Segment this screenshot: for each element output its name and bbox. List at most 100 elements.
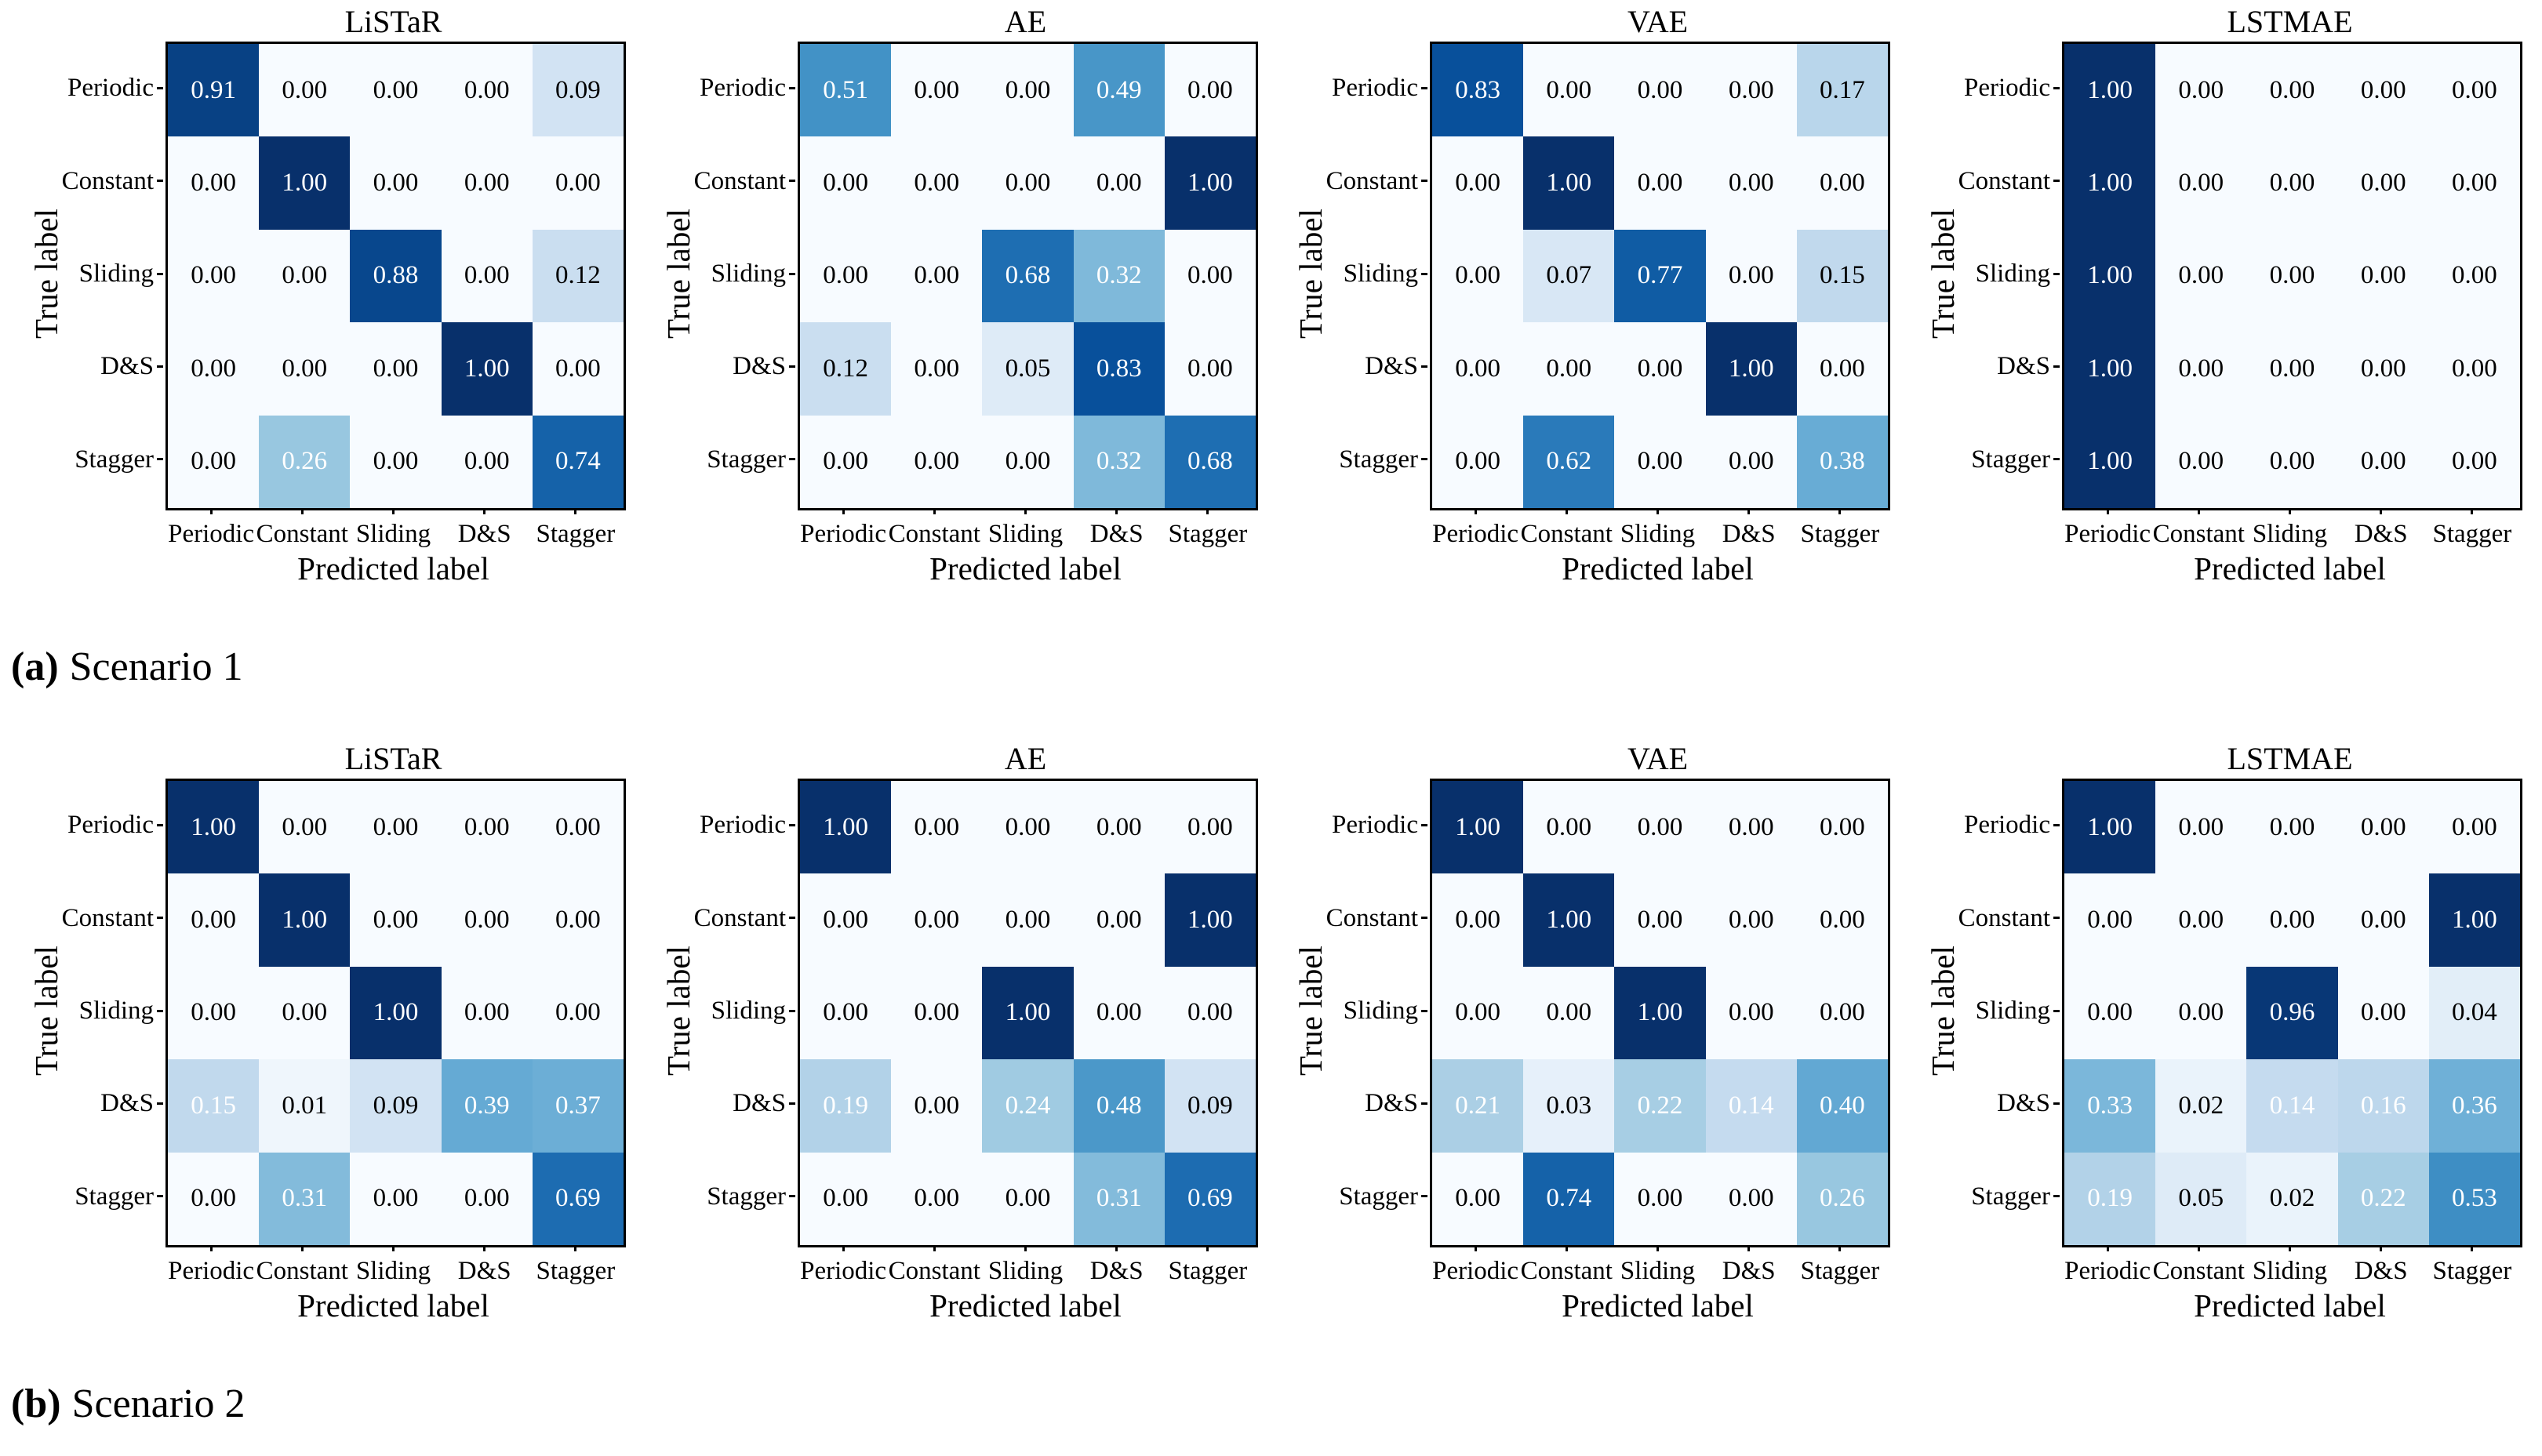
x-tick-label-sliding: Sliding xyxy=(2252,520,2328,548)
matrix-cell-lstmae-s2-r3c2: 0.14 xyxy=(2246,1059,2338,1153)
matrix-cell-ae-s2-r1c2: 0.00 xyxy=(982,873,1074,967)
x-tick-label-dands: D&S xyxy=(1089,520,1144,548)
x-axis-label-ae-s2: Predicted label xyxy=(929,1287,1122,1323)
matrix-cell-lstmae-s2-r4c2: 0.02 xyxy=(2246,1152,2338,1245)
matrix-cell-lstmae-s1-r3c1: 0.00 xyxy=(2155,322,2247,416)
x-tick-mark xyxy=(2471,1245,2474,1251)
matrix-cell-listar-s1-r4c2: 0.00 xyxy=(350,415,442,508)
matrix-cell-listar-s1-r0c4: 0.09 xyxy=(532,44,624,137)
matrix-cell-ae-s1-r0c4: 0.00 xyxy=(1164,44,1256,137)
x-tick-mark xyxy=(209,508,213,514)
y-tick-label-sliding: Sliding xyxy=(78,260,154,288)
matrix-cell-vae-s2-r4c0: 0.00 xyxy=(1432,1152,1524,1245)
y-tick-mark xyxy=(157,1195,163,1198)
y-tick-label-sliding: Sliding xyxy=(1343,260,1418,288)
y-tick-label-stagger: Stagger xyxy=(75,445,154,474)
matrix-cell-vae-s1-r3c2: 0.00 xyxy=(1614,322,1706,416)
matrix-cell-ae-s1-r4c0: 0.00 xyxy=(800,415,892,508)
x-tick-mark xyxy=(1115,508,1118,514)
y-tick-label-sliding: Sliding xyxy=(1343,997,1418,1025)
matrix-cell-ae-s2-r4c0: 0.00 xyxy=(800,1152,892,1245)
matrix-cell-vae-s1-r1c0: 0.00 xyxy=(1432,136,1524,230)
matrix-cell-listar-s1-r4c1: 0.26 xyxy=(259,415,351,508)
matrix-cell-listar-s2-r1c0: 0.00 xyxy=(168,873,260,967)
matrix-cell-ae-s1-r2c0: 0.00 xyxy=(800,229,892,323)
matrix-cell-listar-s1-r0c3: 0.00 xyxy=(441,44,533,137)
matrix-cell-listar-s2-r0c4: 0.00 xyxy=(532,781,624,874)
matrix-cell-lstmae-s1-r2c3: 0.00 xyxy=(2337,229,2429,323)
x-tick-label-stagger: Stagger xyxy=(1168,520,1248,548)
matrix-cell-listar-s2-r0c1: 0.00 xyxy=(259,781,351,874)
x-axis-label-ae-s1: Predicted label xyxy=(929,550,1122,586)
caption-scenario-1: (a) Scenario 1 xyxy=(11,643,243,692)
x-tick-mark xyxy=(300,508,304,514)
x-tick-label-sliding: Sliding xyxy=(1620,1257,1696,1285)
matrix-cell-listar-s1-r3c3: 1.00 xyxy=(441,322,533,416)
matrix-cell-listar-s1-r3c1: 0.00 xyxy=(259,322,351,416)
matrix-cell-ae-s1-r4c3: 0.32 xyxy=(1073,415,1165,508)
matrix-cell-ae-s2-r1c1: 0.00 xyxy=(891,873,983,967)
y-tick-mark xyxy=(157,917,163,920)
x-tick-mark xyxy=(842,1245,845,1251)
matrix-cell-listar-s2-r4c1: 0.31 xyxy=(259,1152,351,1245)
matrix-cell-ae-s2-r2c0: 0.00 xyxy=(800,966,892,1060)
x-tick-label-constant: Constant xyxy=(1520,520,1613,548)
y-tick-label-periodic: Periodic xyxy=(1964,74,2050,103)
matrix-cell-listar-s1-r0c1: 0.00 xyxy=(259,44,351,137)
matrix-cell-lstmae-s2-r2c1: 0.00 xyxy=(2155,966,2247,1060)
matrix-cell-vae-s1-r3c1: 0.00 xyxy=(1523,322,1615,416)
x-tick-label-dands: D&S xyxy=(1722,520,1776,548)
matrix-cell-ae-s1-r1c1: 0.00 xyxy=(891,136,983,230)
matrix-cell-vae-s2-r2c4: 0.00 xyxy=(1796,966,1888,1060)
y-tick-label-dands: D&S xyxy=(733,1089,786,1118)
caption-b-text: Scenario 2 xyxy=(71,1382,245,1426)
x-tick-mark xyxy=(1656,1245,1659,1251)
panel-title-listar-s2: LiSTaR xyxy=(344,741,442,776)
x-tick-label-dands: D&S xyxy=(2354,520,2408,548)
matrix-cell-listar-s1-r2c3: 0.00 xyxy=(441,229,533,323)
x-tick-label-dands: D&S xyxy=(457,1257,511,1285)
matrix-cell-vae-s2-r0c2: 0.00 xyxy=(1614,781,1706,874)
y-tick-label-periodic: Periodic xyxy=(1964,811,2050,840)
matrix-cell-lstmae-s2-r2c4: 0.04 xyxy=(2428,966,2520,1060)
y-tick-label-dands: D&S xyxy=(1365,1089,1418,1118)
matrix-cell-lstmae-s1-r3c4: 0.00 xyxy=(2428,322,2520,416)
y-tick-label-sliding: Sliding xyxy=(1975,260,2050,288)
matrix-cell-ae-s1-r3c4: 0.00 xyxy=(1164,322,1256,416)
y-tick-label-constant: Constant xyxy=(61,166,154,195)
y-tick-mark xyxy=(157,365,163,368)
x-tick-label-sliding: Sliding xyxy=(355,1257,431,1285)
matrix-cell-ae-s2-r3c2: 0.24 xyxy=(982,1059,1074,1153)
x-tick-mark xyxy=(574,508,577,514)
y-tick-mark xyxy=(157,272,163,275)
y-tick-mark xyxy=(789,917,795,920)
matrix-cell-lstmae-s1-r1c1: 0.00 xyxy=(2155,136,2247,230)
matrix-cell-listar-s1-r4c3: 0.00 xyxy=(441,415,533,508)
matrix-cell-ae-s2-r3c3: 0.48 xyxy=(1073,1059,1165,1153)
matrix-cell-vae-s1-r2c4: 0.15 xyxy=(1796,229,1888,323)
matrix-cell-listar-s1-r4c0: 0.00 xyxy=(168,415,260,508)
matrix-cell-listar-s2-r2c4: 0.00 xyxy=(532,966,624,1060)
x-tick-mark xyxy=(1565,508,1568,514)
matrix-cell-listar-s2-r3c2: 0.09 xyxy=(350,1059,442,1153)
x-tick-label-constant: Constant xyxy=(2152,520,2245,548)
matrix-cell-vae-s2-r4c2: 0.00 xyxy=(1614,1152,1706,1245)
y-tick-label-constant: Constant xyxy=(693,166,786,195)
y-tick-label-periodic: Periodic xyxy=(67,811,154,840)
y-tick-mark xyxy=(789,823,795,826)
y-tick-label-stagger: Stagger xyxy=(707,445,786,474)
matrix-cell-vae-s2-r0c3: 0.00 xyxy=(1705,781,1797,874)
x-tick-label-periodic: Periodic xyxy=(2064,520,2151,548)
matrix-cell-ae-s1-r4c2: 0.00 xyxy=(982,415,1074,508)
x-tick-label-constant: Constant xyxy=(888,520,980,548)
matrix-cell-ae-s2-r0c1: 0.00 xyxy=(891,781,983,874)
matrix-cell-lstmae-s2-r1c0: 0.00 xyxy=(2064,873,2156,967)
y-tick-label-dands: D&S xyxy=(1997,1089,2050,1118)
x-tick-mark xyxy=(842,508,845,514)
matrix-cell-lstmae-s1-r0c2: 0.00 xyxy=(2246,44,2338,137)
x-tick-mark xyxy=(2380,508,2383,514)
y-axis-label-listar-s2: True label xyxy=(28,946,64,1076)
matrix-cell-listar-s2-r2c3: 0.00 xyxy=(441,966,533,1060)
confusion-matrix-lstmae-s1: 1.00 0.00 0.00 0.00 0.00 1.00 0.00 0.00 0.00 0.00… xyxy=(2062,42,2522,510)
y-tick-label-dands: D&S xyxy=(733,352,786,381)
